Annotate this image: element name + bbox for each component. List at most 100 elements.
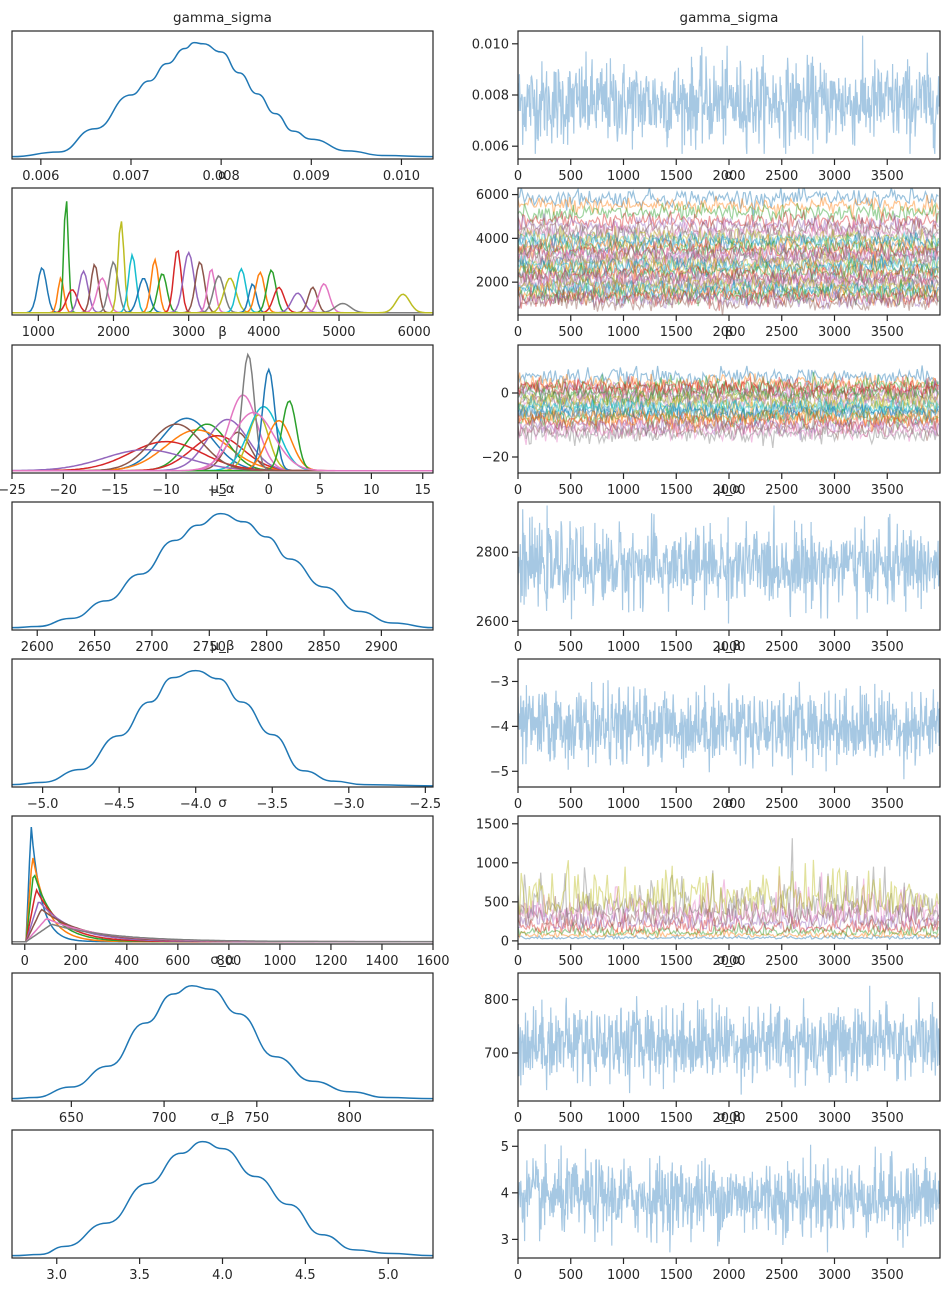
panel-title: σ_α xyxy=(210,952,234,968)
trace-line xyxy=(518,909,939,935)
y-tick-label: 2800 xyxy=(476,546,509,561)
trace-line xyxy=(518,213,939,242)
trace-line xyxy=(518,217,939,243)
trace-line xyxy=(518,394,939,420)
x-tick-label: 1500 xyxy=(660,1111,693,1126)
trace-line xyxy=(518,290,939,315)
trace-line xyxy=(518,278,939,306)
y-tick-label: 0.010 xyxy=(472,37,509,52)
plot-area xyxy=(12,669,433,787)
x-tick-label: 500 xyxy=(558,797,583,812)
x-tick-label: 1500 xyxy=(660,640,693,655)
panel-title: μ_β xyxy=(717,638,741,654)
x-tick-label: 0.008 xyxy=(203,169,240,184)
x-tick-label: 1400 xyxy=(365,954,398,969)
trace-line xyxy=(518,890,939,928)
panel-10: 0 200 400 600 800 1000 1200 1400 1600 σ xyxy=(11,795,450,969)
trace-line xyxy=(518,921,939,938)
trace-line xyxy=(518,932,939,940)
trace-line xyxy=(518,372,939,398)
trace-line xyxy=(518,838,939,920)
trace-line xyxy=(518,236,939,265)
y-tick-label: 0 xyxy=(501,387,509,402)
panel-15: 0 500 1000 1500 2000 2500 3000 3500 3 4 5 σ_β xyxy=(501,1109,941,1283)
trace-line xyxy=(518,407,939,433)
axes-frame xyxy=(11,972,434,1102)
trace-line xyxy=(518,280,939,307)
x-tick-label: 2000 xyxy=(712,954,745,969)
trace-line xyxy=(518,251,939,279)
x-tick-label: 3000 xyxy=(818,1111,851,1126)
trace-line xyxy=(518,282,939,311)
trace-line xyxy=(518,234,939,260)
panel-title: β xyxy=(725,324,734,340)
plot-area xyxy=(12,512,433,629)
x-tick-label: 800 xyxy=(337,1111,362,1126)
trace-line xyxy=(518,225,939,252)
x-tick-label: 2800 xyxy=(250,640,283,655)
x-tick-label: 2000 xyxy=(712,640,745,655)
trace-line xyxy=(518,378,939,406)
x-tick-label: 2750 xyxy=(193,640,226,655)
trace-line xyxy=(518,411,939,437)
trace-line xyxy=(518,270,939,296)
x-tick-label: 2000 xyxy=(712,483,745,498)
x-tick-label: 3000 xyxy=(818,483,851,498)
x-tick-label: 2850 xyxy=(307,640,340,655)
x-tick-label: 5 xyxy=(316,483,324,498)
x-tick-label: 0 xyxy=(514,1111,522,1126)
x-tick-label: 1000 xyxy=(263,954,296,969)
plot-area xyxy=(518,985,940,1095)
x-tick-label: 2500 xyxy=(765,1111,798,1126)
x-tick-label: 1000 xyxy=(607,797,640,812)
panel-title: σ_β xyxy=(717,1109,741,1125)
x-tick-label: 500 xyxy=(558,169,583,184)
x-tick-label: 500 xyxy=(558,483,583,498)
trace-line xyxy=(518,375,939,400)
panel-11: 0 500 1000 1500 2000 2500 3000 3500 0 500 1000 1500… xyxy=(476,795,941,969)
trace-line xyxy=(518,394,939,418)
plot-area xyxy=(518,680,940,780)
x-tick-label: 3500 xyxy=(871,1111,904,1126)
trace-line xyxy=(518,194,939,219)
y-tick-label: 800 xyxy=(484,993,509,1008)
trace-line xyxy=(518,219,939,245)
x-tick-label: 3000 xyxy=(818,325,851,340)
trace-line xyxy=(518,376,939,410)
trace-line xyxy=(518,383,939,411)
trace-line xyxy=(518,233,939,261)
panel-3: 0 500 1000 1500 2000 2500 3000 3500 2000 4000 6000… xyxy=(476,167,941,340)
x-tick-label: 2500 xyxy=(765,483,798,498)
x-tick-label: 1000 xyxy=(607,1111,640,1126)
x-tick-label: 10 xyxy=(363,483,380,498)
plot-area xyxy=(518,838,939,940)
trace-line xyxy=(518,371,939,400)
x-tick-label: 0.006 xyxy=(22,169,59,184)
x-tick-label: 3500 xyxy=(871,954,904,969)
trace-line xyxy=(518,378,939,406)
x-tick-label: 1000 xyxy=(607,1268,640,1283)
kde-line xyxy=(12,293,433,314)
trace-line xyxy=(518,391,939,414)
kde-line xyxy=(12,41,433,158)
trace-line xyxy=(518,365,939,391)
trace-line xyxy=(518,414,939,442)
x-tick-label: 800 xyxy=(216,954,241,969)
x-tick-label: 3000 xyxy=(818,169,851,184)
x-tick-label: 2000 xyxy=(712,325,745,340)
panel-title: μ_α xyxy=(210,481,234,497)
trace-line xyxy=(518,237,939,265)
trace-line xyxy=(518,1144,940,1253)
x-tick-label: 2600 xyxy=(21,640,54,655)
y-tick-label: 0.008 xyxy=(472,89,509,104)
y-tick-label: 1000 xyxy=(476,856,509,871)
trace-line xyxy=(518,279,939,307)
x-tick-label: 3500 xyxy=(871,169,904,184)
y-tick-label: 4 xyxy=(501,1186,509,1201)
panel-title: σ_α xyxy=(717,952,741,968)
x-tick-label: 2000 xyxy=(97,325,130,340)
trace-line xyxy=(518,255,939,281)
trace-line xyxy=(518,265,939,290)
plot-area xyxy=(12,985,433,1100)
panel-title: σ xyxy=(218,795,227,811)
